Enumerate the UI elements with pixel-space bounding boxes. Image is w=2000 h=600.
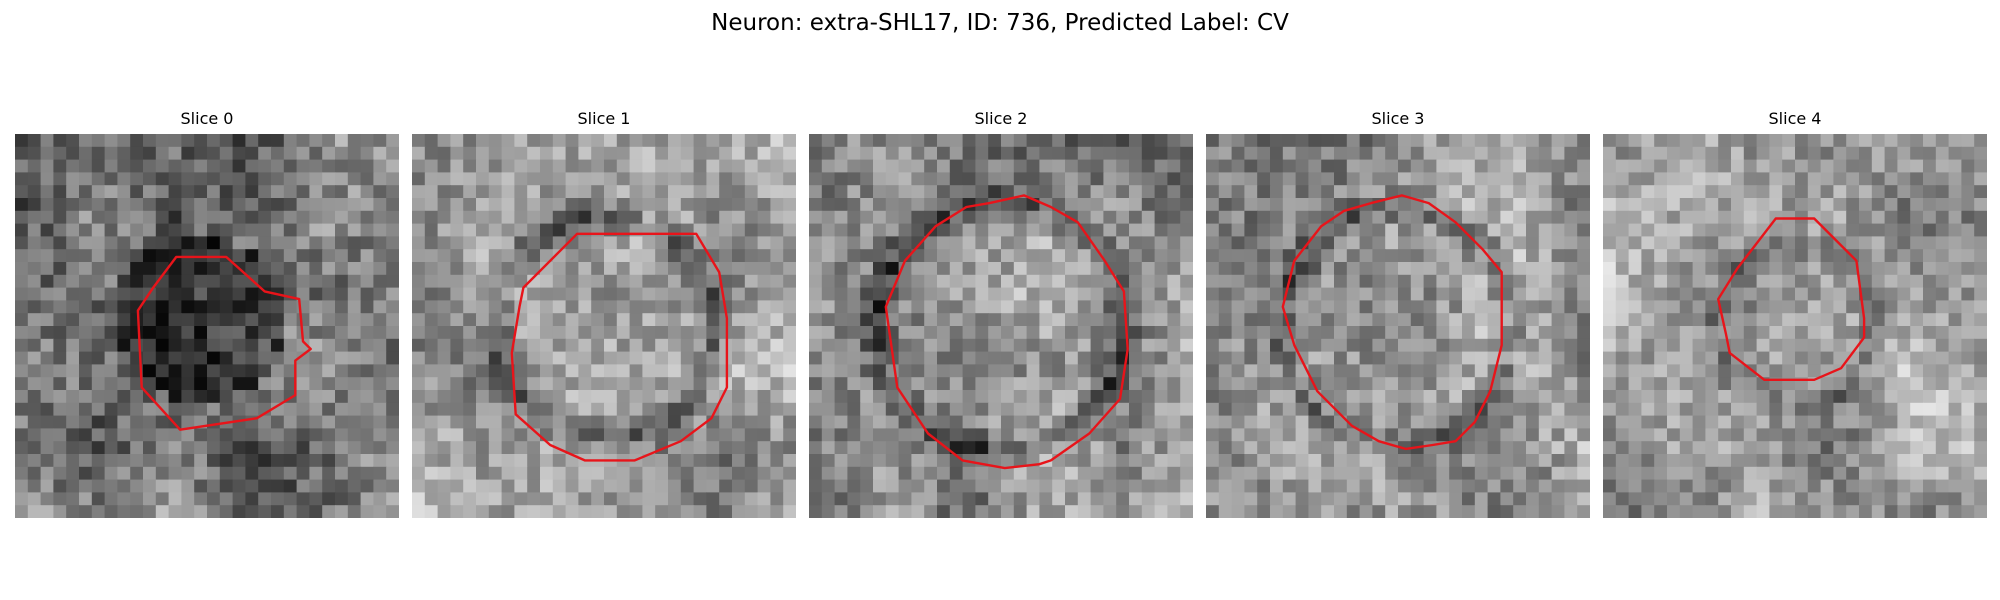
neuron-contour — [1281, 194, 1503, 451]
slice-panel-3: Slice 3 — [1206, 108, 1590, 518]
neuron-contour — [510, 232, 729, 462]
figure-title: Neuron: extra-SHL17, ID: 736, Predicted … — [711, 10, 1289, 36]
slice-pixels — [15, 134, 399, 518]
slice-image-0 — [15, 134, 399, 518]
slice-title-0: Slice 0 — [180, 109, 234, 128]
neuron-contour — [136, 255, 312, 431]
slice-pixels — [1603, 134, 1987, 518]
slice-panel-4: Slice 4 — [1603, 108, 1987, 518]
slice-pixels — [412, 134, 796, 518]
slice-image-4 — [1603, 134, 1987, 518]
slice-pixels — [809, 134, 1193, 518]
slice-panel-0: Slice 0 — [15, 108, 399, 518]
slice-title-3: Slice 3 — [1371, 109, 1425, 128]
slice-panel-1: Slice 1 — [412, 108, 796, 518]
slice-panel-2: Slice 2 — [809, 108, 1193, 518]
slice-title-4: Slice 4 — [1768, 109, 1822, 128]
slice-image-1 — [412, 134, 796, 518]
neuron-contour — [1716, 217, 1866, 382]
slice-title-1: Slice 1 — [577, 109, 631, 128]
slice-pixels — [1206, 134, 1590, 518]
slice-title-2: Slice 2 — [974, 109, 1028, 128]
neuron-contour — [884, 194, 1129, 470]
slice-image-3 — [1206, 134, 1590, 518]
slice-image-2 — [809, 134, 1193, 518]
